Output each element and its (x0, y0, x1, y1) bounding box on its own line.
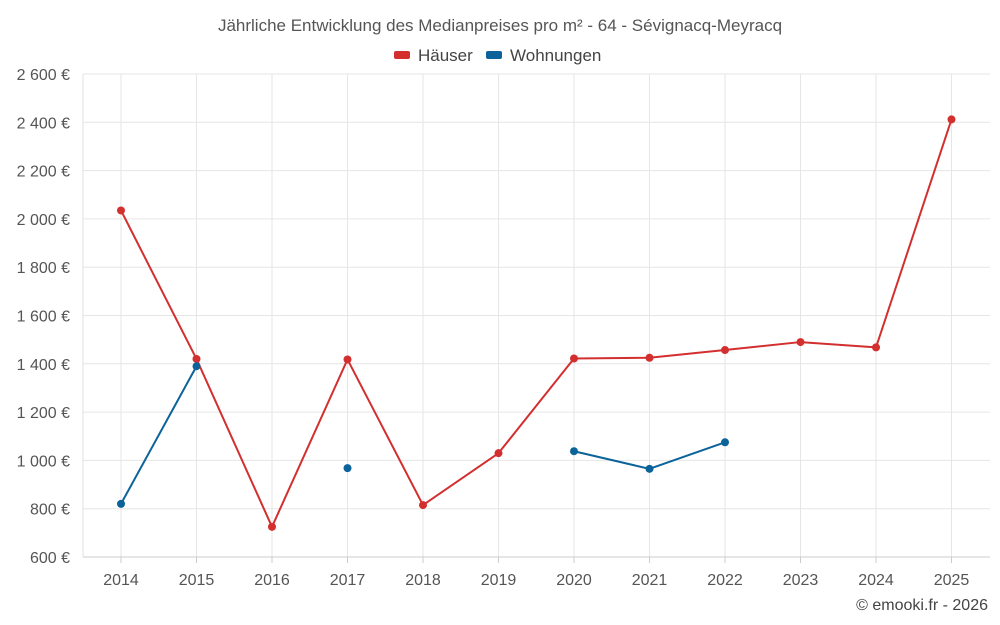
data-point-wohnungen[interactable] (343, 464, 352, 473)
data-point-haeuser[interactable] (570, 354, 578, 363)
legend-item-wohnungen[interactable]: Wohnungen (486, 46, 601, 65)
y-tick-label: 2 000 € (17, 212, 70, 229)
data-point-haeuser[interactable] (117, 206, 125, 215)
data-point-haeuser[interactable] (645, 353, 654, 362)
x-tick-label: 2025 (934, 572, 970, 589)
data-point-haeuser[interactable] (721, 346, 729, 355)
x-tick-label: 2022 (707, 572, 743, 589)
legend-swatch-wohnungen (486, 51, 502, 59)
data-point-wohnungen[interactable] (192, 362, 201, 371)
legend-label-wohnungen: Wohnungen (510, 46, 601, 65)
legend: Häuser Wohnungen (394, 46, 601, 65)
y-tick-label: 600 € (30, 550, 70, 567)
legend-item-haeuser[interactable]: Häuser (394, 46, 473, 65)
data-point-haeuser[interactable] (796, 338, 805, 347)
x-tick-label: 2024 (858, 572, 894, 589)
x-tick-label: 2017 (330, 572, 366, 589)
y-tick-label: 800 € (30, 502, 70, 519)
x-tick-label: 2014 (103, 572, 139, 589)
series-haeuser (117, 115, 956, 531)
y-tick-label: 1 000 € (17, 453, 70, 470)
data-point-haeuser[interactable] (268, 522, 276, 531)
series (117, 115, 956, 531)
axes: 600 € 800 € 1 000 € 1 200 € 1 400 € 1 600 € 1 … (17, 67, 990, 589)
data-point-haeuser[interactable] (494, 449, 503, 458)
series-wohnungen (117, 362, 729, 508)
data-point-haeuser[interactable] (419, 501, 427, 510)
data-point-wohnungen[interactable] (645, 464, 654, 473)
y-tick-label: 1 800 € (17, 260, 70, 277)
y-tick-label: 2 200 € (17, 164, 70, 181)
data-point-wohnungen[interactable] (117, 499, 125, 508)
y-tick-label: 2 400 € (17, 115, 70, 132)
data-point-haeuser[interactable] (872, 343, 880, 352)
legend-label-haeuser: Häuser (418, 46, 473, 65)
y-tick-label: 2 600 € (17, 67, 70, 84)
y-tick-label: 1 200 € (17, 405, 70, 422)
legend-swatch-haeuser (394, 51, 410, 59)
series-line-haeuser (120, 119, 953, 528)
x-tick-label: 2020 (556, 572, 592, 589)
series-line-wohnungen (120, 365, 198, 505)
data-point-haeuser[interactable] (947, 115, 956, 124)
x-tick-label: 2019 (481, 572, 517, 589)
credit-text: © emooki.fr - 2026 (856, 597, 988, 614)
data-point-wohnungen[interactable] (570, 447, 578, 456)
data-point-haeuser[interactable] (192, 354, 201, 363)
data-point-wohnungen[interactable] (721, 438, 729, 447)
x-tick-label: 2015 (179, 572, 215, 589)
grid (83, 73, 990, 558)
x-tick-label: 2023 (783, 572, 819, 589)
x-tick-label: 2021 (632, 572, 668, 589)
chart-title: Jährliche Entwicklung des Medianpreises … (218, 16, 782, 35)
y-tick-label: 1 400 € (17, 357, 70, 374)
x-tick-label: 2018 (405, 572, 441, 589)
x-tick-label: 2016 (254, 572, 290, 589)
y-tick-label: 1 600 € (17, 309, 70, 326)
data-point-haeuser[interactable] (343, 355, 352, 364)
